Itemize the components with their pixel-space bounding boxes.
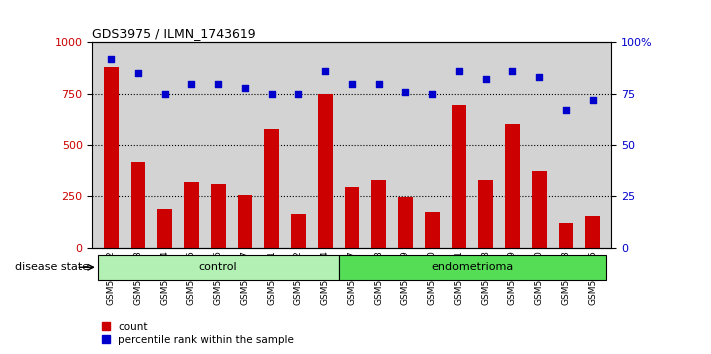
Point [346, 81, 358, 86]
Point [587, 97, 599, 103]
Point [293, 91, 304, 97]
Bar [211, 184, 225, 248]
Point [560, 107, 572, 113]
Point [427, 91, 438, 97]
Bar [345, 187, 359, 248]
Point [132, 70, 144, 76]
Text: endometrioma: endometrioma [431, 262, 513, 272]
Bar [559, 223, 573, 248]
Bar [505, 124, 520, 248]
Bar [184, 182, 199, 248]
Bar [585, 216, 600, 248]
Text: GDS3975 / ILMN_1743619: GDS3975 / ILMN_1743619 [92, 27, 256, 40]
Bar [532, 171, 547, 248]
Legend: count, percentile rank within the sample: count, percentile rank within the sample [97, 317, 299, 349]
Bar [264, 129, 279, 248]
Bar [131, 161, 145, 248]
Point [533, 75, 545, 80]
Point [186, 81, 197, 86]
Point [213, 81, 224, 86]
Point [507, 68, 518, 74]
Point [266, 91, 277, 97]
Point [373, 81, 385, 86]
Point [400, 89, 411, 95]
Bar [398, 198, 413, 248]
Bar [338, 255, 606, 280]
Bar [318, 94, 333, 248]
Text: disease state: disease state [15, 262, 89, 272]
Point [105, 56, 117, 62]
Text: control: control [199, 262, 237, 272]
Point [159, 91, 171, 97]
Bar [451, 105, 466, 248]
Bar [291, 214, 306, 248]
Bar [425, 212, 439, 248]
Bar [371, 180, 386, 248]
Bar [479, 180, 493, 248]
Point [454, 68, 465, 74]
Bar [157, 209, 172, 248]
Bar [98, 255, 338, 280]
Point [239, 85, 250, 91]
Point [319, 68, 331, 74]
Bar [237, 195, 252, 248]
Point [480, 76, 491, 82]
Bar [104, 67, 119, 248]
